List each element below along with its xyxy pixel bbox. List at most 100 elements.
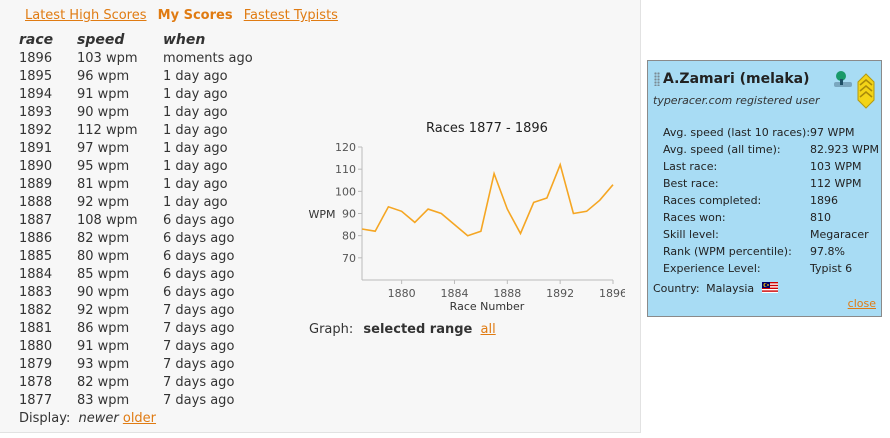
chart-y-tick-label: 110 (335, 163, 356, 176)
chart-y-tick-label: 70 (342, 252, 356, 265)
race-number: 1891 (19, 140, 53, 156)
race-speed: 83 wpm (77, 392, 130, 408)
chart-y-axis-label: WPM (308, 208, 335, 221)
race-when: 7 days ago (163, 302, 235, 318)
display-label: Display: (19, 411, 71, 426)
table-row: 1894 91 wpm 1 day ago (19, 85, 273, 103)
stat-label: Best race: (663, 177, 719, 190)
drag-handle[interactable] (654, 72, 660, 86)
country-label: Country: (653, 282, 700, 295)
race-speed: 97 wpm (77, 140, 130, 156)
races-line-chart: Races 1877 - 1896 WPM Race Number 70 80 90… (308, 121, 627, 313)
tab-my-scores[interactable]: My Scores (157, 8, 233, 23)
race-speed: 92 wpm (77, 302, 130, 318)
race-number: 1885 (19, 248, 53, 264)
race-number: 1880 (19, 338, 53, 354)
stat-label: Experience Level: (663, 262, 761, 275)
table-row: 1890 95 wpm 1 day ago (19, 157, 273, 175)
table-row: 1887 108 wpm 6 days ago (19, 211, 273, 229)
race-when: 1 day ago (163, 194, 228, 210)
race-when: 6 days ago (163, 248, 235, 264)
race-speed: 93 wpm (77, 356, 130, 372)
race-number: 1893 (19, 104, 53, 120)
graph-all-link[interactable]: all (480, 322, 496, 337)
table-row: 1880 91 wpm 7 days ago (19, 337, 273, 355)
race-number: 1884 (19, 266, 53, 282)
chart-y-tick-label: 90 (342, 208, 356, 221)
table-row: 1884 85 wpm 6 days ago (19, 265, 273, 283)
race-when: 1 day ago (163, 158, 228, 174)
display-toggle: Display: newer older (19, 411, 156, 426)
stat-value: Typist 6 (810, 262, 853, 275)
stat-row: Skill level: Megaracer (663, 226, 879, 243)
close-link[interactable]: close (847, 297, 876, 310)
chart-x-tick-label: 1888 (493, 287, 521, 300)
chart-x-tick-label: 1884 (440, 287, 468, 300)
stat-label: Avg. speed (last 10 races): (663, 126, 811, 139)
tab-fastest-typists[interactable]: Fastest Typists (243, 8, 338, 23)
table-row: 1889 81 wpm 1 day ago (19, 175, 273, 193)
stat-value: 97 WPM (810, 126, 855, 139)
race-when: 1 day ago (163, 176, 228, 192)
race-speed: 85 wpm (77, 266, 130, 282)
race-number: 1878 (19, 374, 53, 390)
race-speed: 90 wpm (77, 284, 130, 300)
stat-value: 112 WPM (810, 177, 862, 190)
race-speed: 86 wpm (77, 320, 130, 336)
stat-value: 103 WPM (810, 160, 862, 173)
race-number: 1886 (19, 230, 53, 246)
display-older-link[interactable]: older (122, 411, 157, 426)
stat-value: 82.923 WPM (810, 143, 880, 156)
user-name: A.Zamari (melaka) (663, 71, 810, 87)
malaysia-flag-icon (761, 282, 778, 293)
race-speed: 82 wpm (77, 230, 130, 246)
scores-panel: Latest High Scores My Scores Fastest Typ… (0, 0, 641, 433)
table-row: 1888 92 wpm 1 day ago (19, 193, 273, 211)
race-number: 1879 (19, 356, 53, 372)
race-when: 1 day ago (163, 122, 228, 138)
score-tabs: Latest High Scores My Scores Fastest Typ… (25, 8, 345, 23)
user-subtitle: typeracer.com registered user (653, 94, 820, 107)
stat-value: Megaracer (810, 228, 869, 241)
table-row: 1895 96 wpm 1 day ago (19, 67, 273, 85)
table-row: 1883 90 wpm 6 days ago (19, 283, 273, 301)
chart-y-tick-label: 80 (342, 230, 356, 243)
race-number: 1882 (19, 302, 53, 318)
tab-latest-high-scores[interactable]: Latest High Scores (25, 8, 147, 23)
race-speed: 91 wpm (77, 86, 130, 102)
chart-x-tick-label: 1880 (388, 287, 416, 300)
race-when: 7 days ago (163, 392, 235, 408)
race-speed: 91 wpm (77, 338, 130, 354)
stat-label: Last race: (663, 160, 718, 173)
race-when: 7 days ago (163, 374, 235, 390)
user-info-popup: A.Zamari (melaka) typeracer.com register… (647, 60, 882, 317)
chart-title: Races 1877 - 1896 (426, 121, 548, 136)
race-when: moments ago (163, 50, 253, 66)
table-row: 1893 90 wpm 1 day ago (19, 103, 273, 121)
race-when: 6 days ago (163, 266, 235, 282)
race-number: 1877 (19, 392, 53, 408)
race-number: 1896 (19, 50, 53, 66)
table-row: 1896 103 wpm moments ago (19, 49, 273, 67)
chart-x-tick-label: 1896 (599, 287, 625, 300)
race-number: 1895 (19, 68, 53, 84)
chart-series-line (361, 162, 614, 237)
table-row: 1886 82 wpm 6 days ago (19, 229, 273, 247)
stat-row: Races won: 810 (663, 209, 879, 226)
stat-value: 1896 (810, 194, 839, 207)
display-newer: newer (78, 411, 119, 426)
race-number: 1894 (19, 86, 53, 102)
race-speed: 112 wpm (77, 122, 138, 138)
race-number: 1892 (19, 122, 53, 138)
stat-row: Avg. speed (last 10 races): 97 WPM (663, 124, 879, 141)
race-when: 7 days ago (163, 320, 235, 336)
table-row: 1881 86 wpm 7 days ago (19, 319, 273, 337)
races-chart: Races 1877 - 1896 WPM Race Number 70 80 90… (305, 115, 627, 315)
pin-icon[interactable] (831, 67, 855, 91)
race-speed: 82 wpm (77, 374, 130, 390)
race-speed: 92 wpm (77, 194, 130, 210)
race-when: 7 days ago (163, 338, 235, 354)
column-header-when: when (163, 31, 206, 48)
table-row: 1892 112 wpm 1 day ago (19, 121, 273, 139)
stat-value: 810 (810, 211, 832, 224)
